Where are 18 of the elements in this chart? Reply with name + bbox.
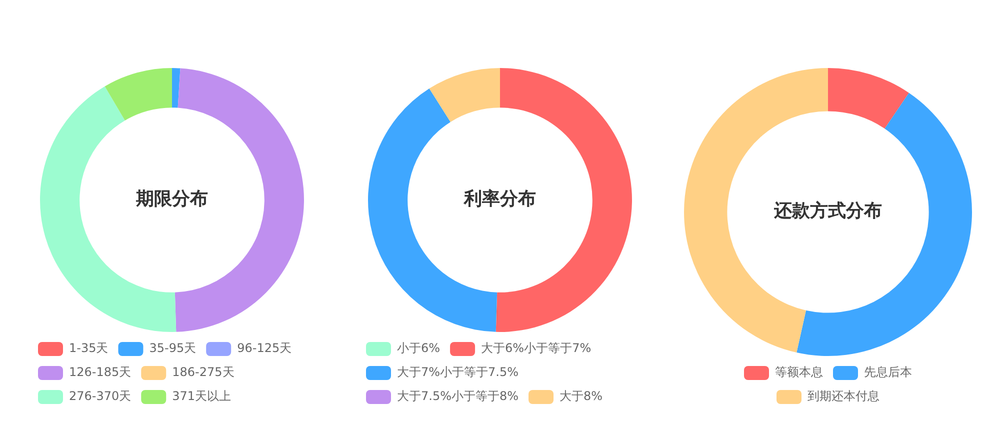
legend-label: 35-95天: [149, 341, 196, 356]
legend-label: 大于6%小于等于7%: [481, 341, 592, 356]
text: 期限分布: [135, 188, 208, 210]
legend-label: 96-125天: [237, 341, 292, 356]
legend-label: 等额本息: [775, 365, 823, 380]
legend-label: 大于7.5%小于等于8%: [397, 389, 519, 404]
legend-label: 1-35天: [69, 341, 108, 356]
legend-label: 276-370天: [69, 389, 132, 404]
text: 利率分布: [463, 188, 536, 210]
legend-label: 小于6%: [397, 341, 440, 356]
legend-label: 先息后本: [864, 365, 912, 380]
legend-label: 371天以上: [172, 389, 232, 404]
legend-label: 到期还本付息: [808, 389, 880, 404]
legend-label: 大于7%小于等于7.5%: [397, 365, 519, 380]
legend-label: 126-185天: [69, 365, 132, 380]
text: 还款方式分布: [773, 200, 882, 222]
legend-label: 186-275天: [172, 365, 234, 380]
legend-label: 大于8%: [560, 389, 603, 404]
